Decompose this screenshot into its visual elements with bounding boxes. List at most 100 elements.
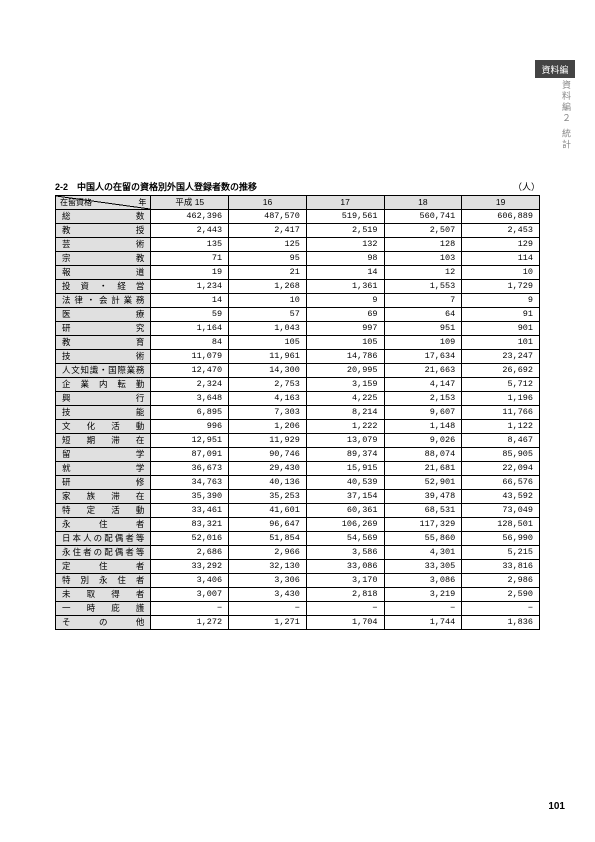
row-label: 技能 (56, 406, 151, 420)
cell-value: 105 (306, 336, 384, 350)
cell-value: 32,130 (229, 560, 307, 574)
cell-value: 40,539 (306, 476, 384, 490)
row-label: 短期滞在 (56, 434, 151, 448)
cell-value: 3,086 (384, 574, 462, 588)
row-label: 留学 (56, 448, 151, 462)
cell-value: 39,478 (384, 490, 462, 504)
corner-year: 年 (138, 197, 146, 208)
cell-value: 41,601 (229, 504, 307, 518)
cell-value: 9 (306, 294, 384, 308)
cell-value: 2,417 (229, 224, 307, 238)
cell-value: 40,136 (229, 476, 307, 490)
table-row: 投資・経営1,2341,2681,3611,5531,729 (56, 280, 540, 294)
year-header: 17 (306, 196, 384, 210)
year-header: 18 (384, 196, 462, 210)
cell-value: 12,470 (151, 364, 229, 378)
cell-value: 1,271 (229, 616, 307, 630)
table-row: 永住者83,32196,647106,269117,329128,501 (56, 518, 540, 532)
cell-value: 1,361 (306, 280, 384, 294)
data-table: 年 在留資格 平成 15 16 17 18 19 総数462,396487,57… (55, 195, 540, 630)
table-row: 興行3,6484,1634,2252,1531,196 (56, 392, 540, 406)
cell-value: 37,154 (306, 490, 384, 504)
cell-value: 10 (462, 266, 540, 280)
cell-value: 43,592 (462, 490, 540, 504)
cell-value: 98 (306, 252, 384, 266)
cell-value: 21,663 (384, 364, 462, 378)
cell-value: 60,361 (306, 504, 384, 518)
cell-value: 21 (229, 266, 307, 280)
table-row: 就学36,67329,43015,91521,68122,094 (56, 462, 540, 476)
cell-value: 35,390 (151, 490, 229, 504)
cell-value: 103 (384, 252, 462, 266)
table-row: 教育84105105109101 (56, 336, 540, 350)
cell-value: 17,634 (384, 350, 462, 364)
row-label: 投資・経営 (56, 280, 151, 294)
cell-value: 128 (384, 238, 462, 252)
table-row: 技能6,8957,3038,2149,60711,766 (56, 406, 540, 420)
cell-value: 73,049 (462, 504, 540, 518)
table-row: その他1,2721,2711,7041,7441,836 (56, 616, 540, 630)
cell-value: 560,741 (384, 210, 462, 224)
row-label: 人文知識・国際業務 (56, 364, 151, 378)
cell-value: 128,501 (462, 518, 540, 532)
table-row: 技術11,07911,96114,78617,63423,247 (56, 350, 540, 364)
cell-value: 3,406 (151, 574, 229, 588)
row-label: 総数 (56, 210, 151, 224)
row-label: 法律・会計業務 (56, 294, 151, 308)
table-row: 未取得者3,0073,4302,8183,2192,590 (56, 588, 540, 602)
cell-value: 9,607 (384, 406, 462, 420)
row-label: 定住者 (56, 560, 151, 574)
unit-label: （人） (513, 180, 540, 193)
cell-value: 997 (306, 322, 384, 336)
table-row: 企業内転勤2,3242,7533,1594,1475,712 (56, 378, 540, 392)
cell-value: 29,430 (229, 462, 307, 476)
table-row: 教授2,4432,4172,5192,5072,453 (56, 224, 540, 238)
cell-value: 33,305 (384, 560, 462, 574)
cell-value: 51,854 (229, 532, 307, 546)
cell-value: 88,074 (384, 448, 462, 462)
cell-value: 462,396 (151, 210, 229, 224)
cell-value: 33,292 (151, 560, 229, 574)
cell-value: 3,648 (151, 392, 229, 406)
table-row: 文化活動9961,2061,2221,1481,122 (56, 420, 540, 434)
table-row: 留学87,09190,74689,37488,07485,905 (56, 448, 540, 462)
cell-value: 2,453 (462, 224, 540, 238)
row-label: 教育 (56, 336, 151, 350)
cell-value: 6,895 (151, 406, 229, 420)
cell-value: 33,086 (306, 560, 384, 574)
cell-value: 105 (229, 336, 307, 350)
cell-value: 7 (384, 294, 462, 308)
cell-value: 2,686 (151, 546, 229, 560)
cell-value: 125 (229, 238, 307, 252)
cell-value: 14 (151, 294, 229, 308)
cell-value: 8,214 (306, 406, 384, 420)
cell-value: 132 (306, 238, 384, 252)
cell-value: 1,553 (384, 280, 462, 294)
table-row: 宗教719598103114 (56, 252, 540, 266)
cell-value: 3,007 (151, 588, 229, 602)
cell-value: 3,306 (229, 574, 307, 588)
table-row: 日本人の配偶者等52,01651,85454,56955,86056,990 (56, 532, 540, 546)
cell-value: 1,196 (462, 392, 540, 406)
table-section: 2-2 中国人の在留の資格別外国人登録者数の推移 （人） 年 在留資格 平成 1… (55, 180, 540, 630)
row-label: 医療 (56, 308, 151, 322)
cell-value: 4,163 (229, 392, 307, 406)
cell-value: 52,901 (384, 476, 462, 490)
row-label: 特定活動 (56, 504, 151, 518)
cell-value: 64 (384, 308, 462, 322)
cell-value: 1,729 (462, 280, 540, 294)
cell-value: 109 (384, 336, 462, 350)
table-row: 総数462,396487,570519,561560,741606,889 (56, 210, 540, 224)
row-label: 永住者の配偶者等 (56, 546, 151, 560)
cell-value: 8,467 (462, 434, 540, 448)
table-row: 報道1921141210 (56, 266, 540, 280)
cell-value: 5,712 (462, 378, 540, 392)
row-label: 文化活動 (56, 420, 151, 434)
table-row: 特定活動33,46141,60160,36168,53173,049 (56, 504, 540, 518)
cell-value: 87,091 (151, 448, 229, 462)
cell-value: 35,253 (229, 490, 307, 504)
cell-value: 10 (229, 294, 307, 308)
cell-value: 135 (151, 238, 229, 252)
row-label: 就学 (56, 462, 151, 476)
side-tab: 資料編 (535, 60, 575, 78)
